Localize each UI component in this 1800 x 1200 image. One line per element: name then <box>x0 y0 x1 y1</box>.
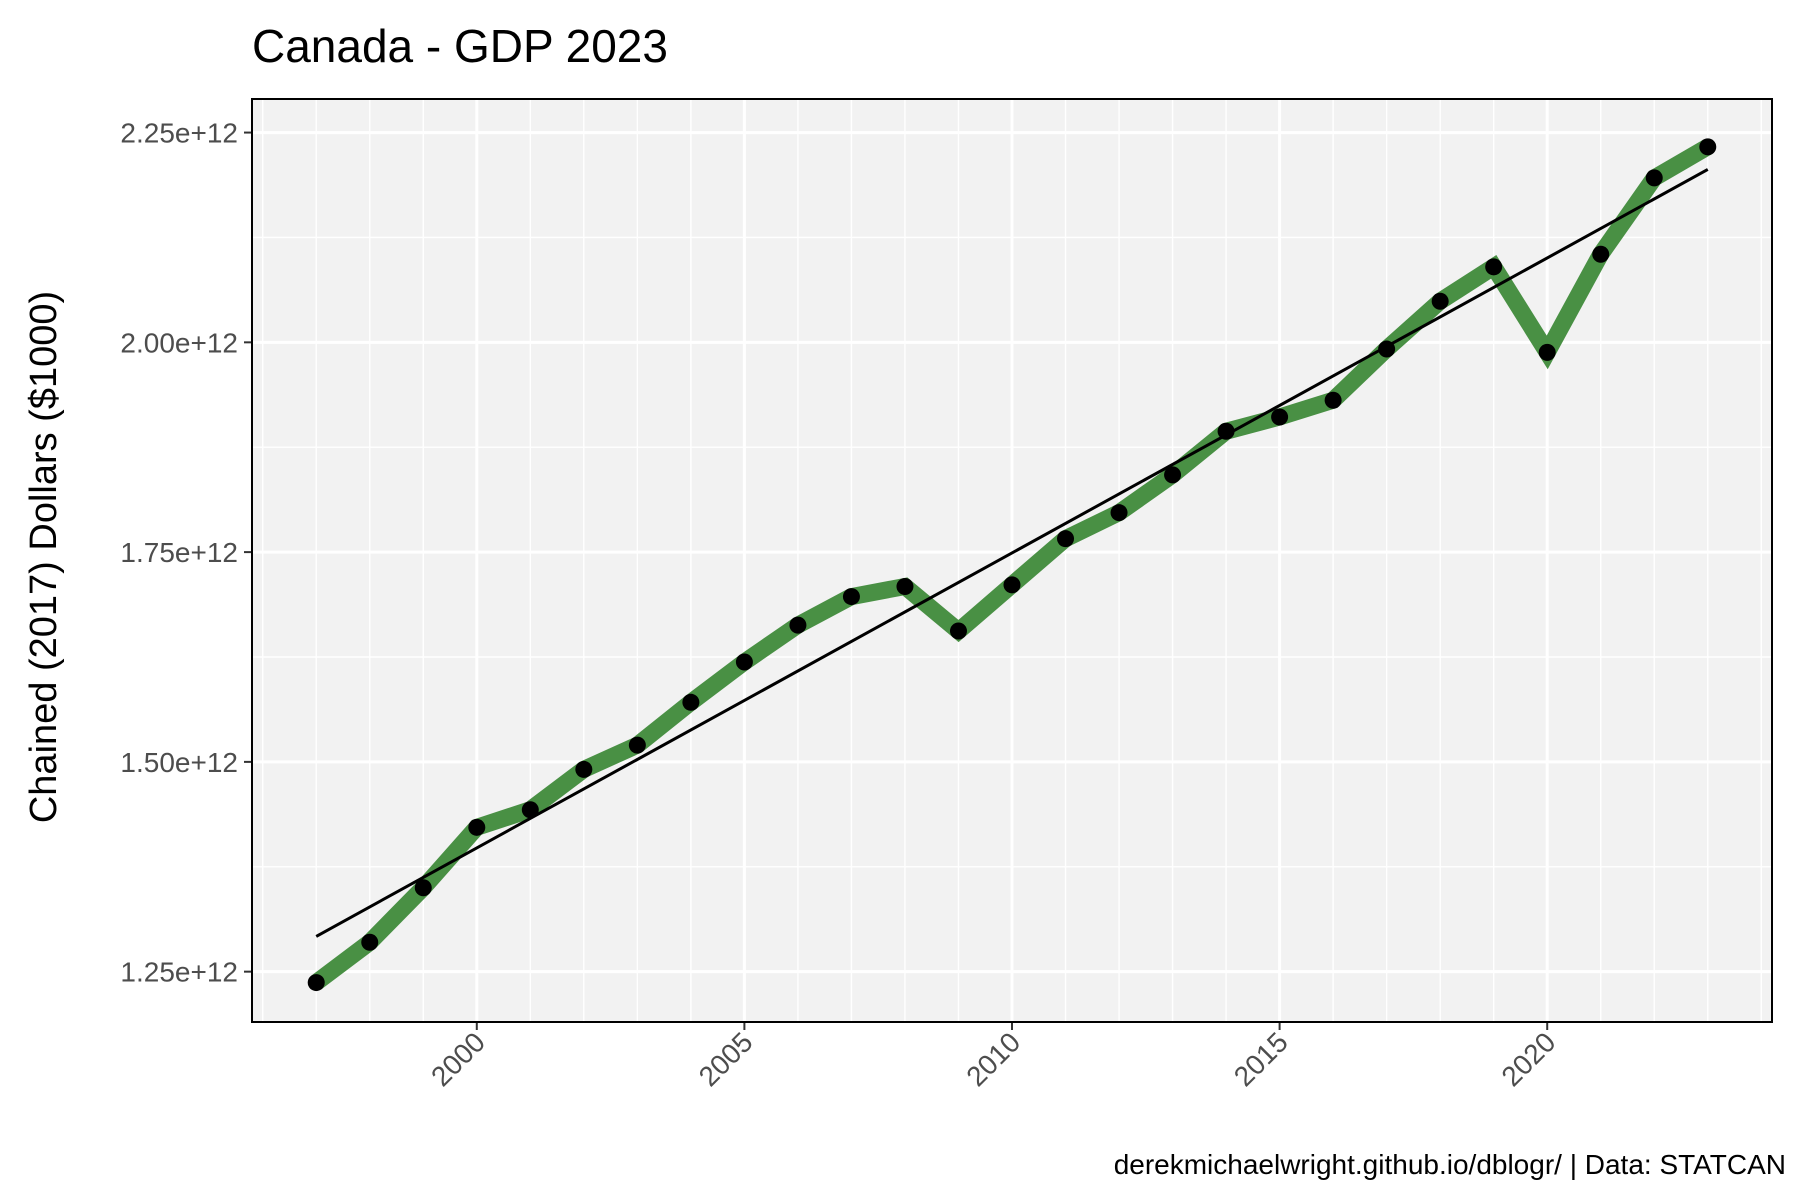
data-point <box>414 879 432 897</box>
grid-lines <box>252 99 1772 1022</box>
y-tick-label: 1.50e+12 <box>120 747 238 778</box>
data-point <box>1164 466 1182 484</box>
x-axis-ticks: 2000 2005 2010 2015 2020 <box>425 1022 1561 1092</box>
data-point <box>1110 504 1128 522</box>
trend-line <box>315 168 1709 938</box>
data-point <box>1431 292 1449 310</box>
x-tick-label: 2005 <box>693 1026 759 1092</box>
y-tick-label: 2.25e+12 <box>120 118 238 149</box>
y-tick-label: 1.25e+12 <box>120 957 238 988</box>
data-point <box>468 818 486 836</box>
y-axis-ticks: 1.25e+12 1.50e+12 1.75e+12 2.00e+12 2.25e+12 <box>120 118 252 988</box>
x-tick-label: 2020 <box>1495 1026 1561 1092</box>
data-point <box>682 693 700 711</box>
gdp-points <box>307 138 1717 992</box>
data-point <box>628 736 646 754</box>
chart-caption: derekmichaelwright.github.io/dblogr/ | D… <box>1114 1149 1786 1180</box>
data-point <box>1271 408 1289 426</box>
data-point <box>1378 340 1396 358</box>
data-point <box>896 578 914 596</box>
data-point <box>1324 391 1342 409</box>
y-tick-label: 1.75e+12 <box>120 537 238 568</box>
data-point <box>1645 169 1663 187</box>
data-point <box>1538 343 1556 361</box>
data-point <box>1217 422 1235 440</box>
data-point <box>1485 258 1503 276</box>
y-tick-label: 2.00e+12 <box>120 327 238 358</box>
x-tick-label: 2015 <box>1228 1026 1294 1092</box>
data-point <box>521 801 539 819</box>
data-point <box>1003 576 1021 594</box>
chart-title: Canada - GDP 2023 <box>252 20 668 72</box>
data-point <box>949 622 967 640</box>
data-point <box>1057 530 1075 548</box>
data-point <box>307 974 325 992</box>
y-axis-label: Chained (2017) Dollars ($1000) <box>23 291 65 823</box>
plot-border <box>251 98 1773 1023</box>
x-tick-label: 2010 <box>960 1026 1026 1092</box>
data-point <box>842 588 860 606</box>
data-point <box>575 760 593 778</box>
x-tick-label: 2000 <box>425 1026 491 1092</box>
data-point <box>789 616 807 634</box>
data-point <box>1699 138 1717 156</box>
data-point <box>735 653 753 671</box>
trend-line-group <box>315 168 1709 938</box>
data-point <box>1592 245 1610 263</box>
data-point <box>361 933 379 951</box>
